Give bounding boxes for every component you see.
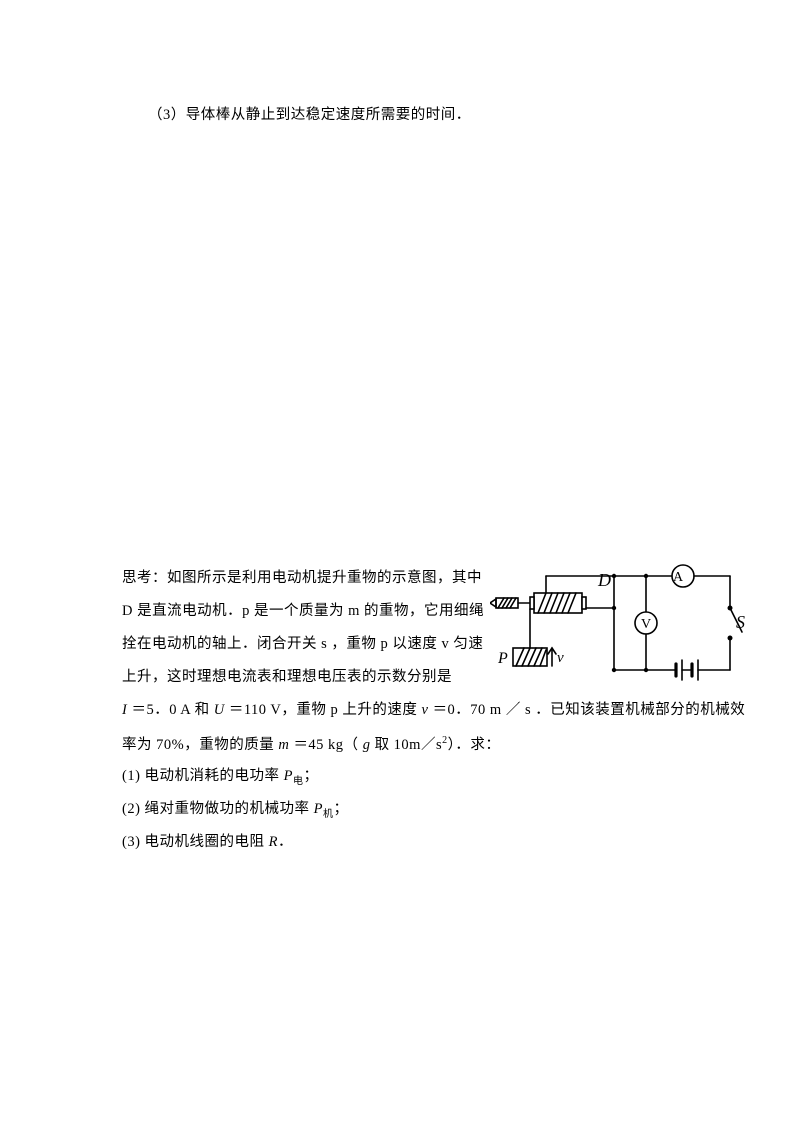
problem-line-3: 拴在电动机的轴上．闭合开关 s ，重物 p 以速度 v 匀速: [122, 637, 483, 652]
label-P: P: [497, 650, 508, 667]
weight-icon: [513, 648, 547, 666]
problem-line-6: 率为 70%，重物的质量 m ＝45 kg（ g 取 10m／s2）．求：: [122, 736, 500, 752]
label-v: v: [557, 650, 564, 666]
label-D: D: [597, 570, 611, 590]
subq-3: (3) 电动机线圈的电阻 R．: [122, 835, 293, 850]
page-root: （3）导体棒从静止到达稳定速度所需要的时间． 思考：如图所示是利用电动机提升重物…: [0, 0, 800, 1132]
label-A: A: [673, 570, 684, 585]
problem-line-1: 思考：如图所示是利用电动机提升重物的示意图，其中: [122, 571, 482, 586]
subq-2: (2) 绳对重物做功的机械功率 P机；: [122, 802, 349, 820]
problem-line-2: D 是直流电动机．p 是一个质量为 m 的重物，它用细绳: [122, 604, 484, 619]
label-S: S: [736, 612, 745, 632]
velocity-arrow-icon: [548, 648, 556, 666]
problem-line-5-styled: I ＝5．0 A 和 U ＝110 V，重物 p 上升的速度 v ＝0．70 m…: [122, 703, 745, 718]
battery-icon: [676, 660, 698, 680]
circuit-diagram: D A V S P v: [490, 552, 752, 700]
label-V: V: [641, 617, 651, 632]
question-3-text: （3）导体棒从静止到达稳定速度所需要的时间．: [148, 108, 471, 123]
problem-line-4: 上升，这时理想电流表和理想电压表的示数分别是: [122, 670, 452, 685]
shaft-hatch-icon: [490, 598, 518, 608]
subq-1: (1) 电动机消耗的电功率 P电；: [122, 769, 319, 787]
motor-icon: [530, 593, 586, 613]
circuit-svg: D A V S P v: [490, 552, 752, 700]
